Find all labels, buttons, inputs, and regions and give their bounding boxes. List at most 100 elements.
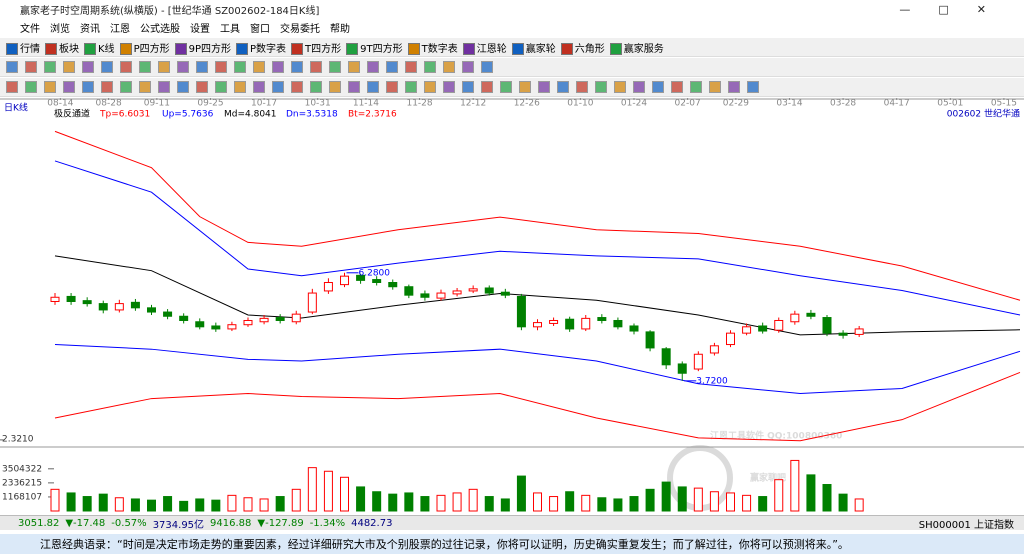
tool-icon[interactable] — [310, 81, 322, 93]
toolbar-button[interactable]: 江恩轮 — [462, 40, 507, 55]
tool-icon[interactable] — [215, 81, 227, 93]
candle-body — [307, 292, 317, 313]
tool-icon[interactable] — [82, 81, 94, 93]
tool-icon[interactable] — [424, 61, 436, 73]
tool-icon[interactable] — [63, 61, 75, 73]
toolbar-button[interactable]: 赢家轮 — [511, 40, 556, 55]
tool-icon[interactable] — [310, 61, 322, 73]
tool-icon[interactable] — [158, 61, 170, 73]
tool-icon[interactable] — [234, 61, 246, 73]
tool-icon[interactable] — [367, 81, 379, 93]
volume-bar — [420, 496, 430, 512]
tool-icon[interactable] — [139, 81, 151, 93]
tool-icon[interactable] — [386, 61, 398, 73]
toolbar-button[interactable]: 板块 — [45, 40, 79, 55]
tool-icon[interactable] — [44, 61, 56, 73]
tool-icon[interactable] — [728, 81, 740, 93]
tool-icon[interactable] — [329, 81, 341, 93]
menu-item[interactable]: 窗口 — [250, 23, 270, 35]
window-controls[interactable]: —□✕ — [899, 2, 1014, 16]
tool-icon[interactable] — [500, 81, 512, 93]
tool-icon[interactable] — [709, 81, 721, 93]
tool-icon[interactable] — [652, 81, 664, 93]
tool-icon[interactable] — [291, 81, 303, 93]
menu-item[interactable]: 设置 — [190, 23, 210, 35]
tool-icon[interactable] — [747, 81, 759, 93]
toolbar-button[interactable]: 9T四方形 — [346, 40, 403, 55]
tool-icon[interactable] — [424, 81, 436, 93]
tool-icon[interactable] — [329, 61, 341, 73]
tool-icon[interactable] — [234, 81, 246, 93]
tool-icon[interactable] — [462, 61, 474, 73]
tool-icon[interactable] — [405, 81, 417, 93]
tool-icon[interactable] — [348, 61, 360, 73]
tool-icon[interactable] — [519, 81, 531, 93]
tool-icon[interactable] — [120, 81, 132, 93]
tool-icon[interactable] — [25, 61, 37, 73]
tool-icon[interactable] — [196, 61, 208, 73]
tool-icon[interactable] — [82, 61, 94, 73]
menu-item[interactable]: 公式选股 — [140, 23, 180, 35]
tool-icon[interactable] — [101, 61, 113, 73]
tool-icon[interactable] — [405, 61, 417, 73]
tool-icon[interactable] — [367, 61, 379, 73]
status-value: 9416.88 — [210, 517, 252, 529]
tool-icon[interactable] — [462, 81, 474, 93]
tool-icon[interactable] — [158, 81, 170, 93]
toolbar-button[interactable]: 赢家服务 — [609, 40, 664, 55]
tool-icon[interactable] — [44, 81, 56, 93]
volume-bar — [275, 496, 285, 512]
menu-item[interactable]: 工具 — [220, 23, 240, 35]
tool-icon[interactable] — [633, 81, 645, 93]
tool-icon[interactable] — [481, 61, 493, 73]
toolbar-button[interactable]: T数字表 — [407, 40, 458, 55]
tool-icon[interactable] — [6, 81, 18, 93]
tool-icon[interactable] — [690, 81, 702, 93]
tool-icon[interactable] — [595, 81, 607, 93]
tool-icon[interactable] — [120, 61, 132, 73]
tool-icon[interactable] — [481, 81, 493, 93]
tool-icon[interactable] — [614, 81, 626, 93]
volume-bar — [516, 475, 526, 512]
tool-icon[interactable] — [6, 61, 18, 73]
tool-icon[interactable] — [272, 61, 284, 73]
tool-icon[interactable] — [63, 81, 75, 93]
tool-icon[interactable] — [196, 81, 208, 93]
tool-icon[interactable] — [291, 61, 303, 73]
tool-icon[interactable] — [576, 81, 588, 93]
menu-item[interactable]: 江恩 — [110, 23, 130, 35]
candle-body — [436, 292, 446, 299]
tool-icon[interactable] — [348, 81, 360, 93]
tool-icon[interactable] — [101, 81, 113, 93]
tool-icon[interactable] — [443, 81, 455, 93]
menu-item[interactable]: 帮助 — [330, 23, 350, 35]
tool-icon[interactable] — [443, 61, 455, 73]
menu-item[interactable]: 交易委托 — [280, 23, 320, 35]
toolbar-button[interactable]: T四方形 — [291, 40, 341, 55]
menu-item[interactable]: 文件 — [20, 23, 40, 35]
toolbar-button[interactable]: P四方形 — [119, 40, 170, 55]
tool-icon[interactable] — [25, 81, 37, 93]
tool-icon[interactable] — [272, 81, 284, 93]
tool-icon[interactable] — [139, 61, 151, 73]
tool-icon[interactable] — [177, 81, 189, 93]
tool-icon[interactable] — [253, 81, 265, 93]
toolbar-icon — [45, 42, 57, 55]
candle-body — [82, 300, 92, 305]
tool-icon[interactable] — [538, 81, 550, 93]
candle-body — [130, 301, 140, 309]
tool-icon[interactable] — [253, 61, 265, 73]
toolbar-button[interactable]: K线 — [84, 40, 115, 55]
toolbar-button[interactable]: 9P四方形 — [174, 40, 231, 55]
toolbar-button[interactable]: 六角形 — [560, 40, 605, 55]
menu-item[interactable]: 浏览 — [50, 23, 70, 35]
toolbar-label: 江恩轮 — [476, 43, 507, 55]
tool-icon[interactable] — [177, 61, 189, 73]
tool-icon[interactable] — [386, 81, 398, 93]
tool-icon[interactable] — [557, 81, 569, 93]
toolbar-button[interactable]: P数字表 — [236, 40, 286, 55]
tool-icon[interactable] — [215, 61, 227, 73]
menu-item[interactable]: 资讯 — [80, 23, 100, 35]
tool-icon[interactable] — [671, 81, 683, 93]
toolbar-button[interactable]: 行情 — [6, 40, 40, 55]
